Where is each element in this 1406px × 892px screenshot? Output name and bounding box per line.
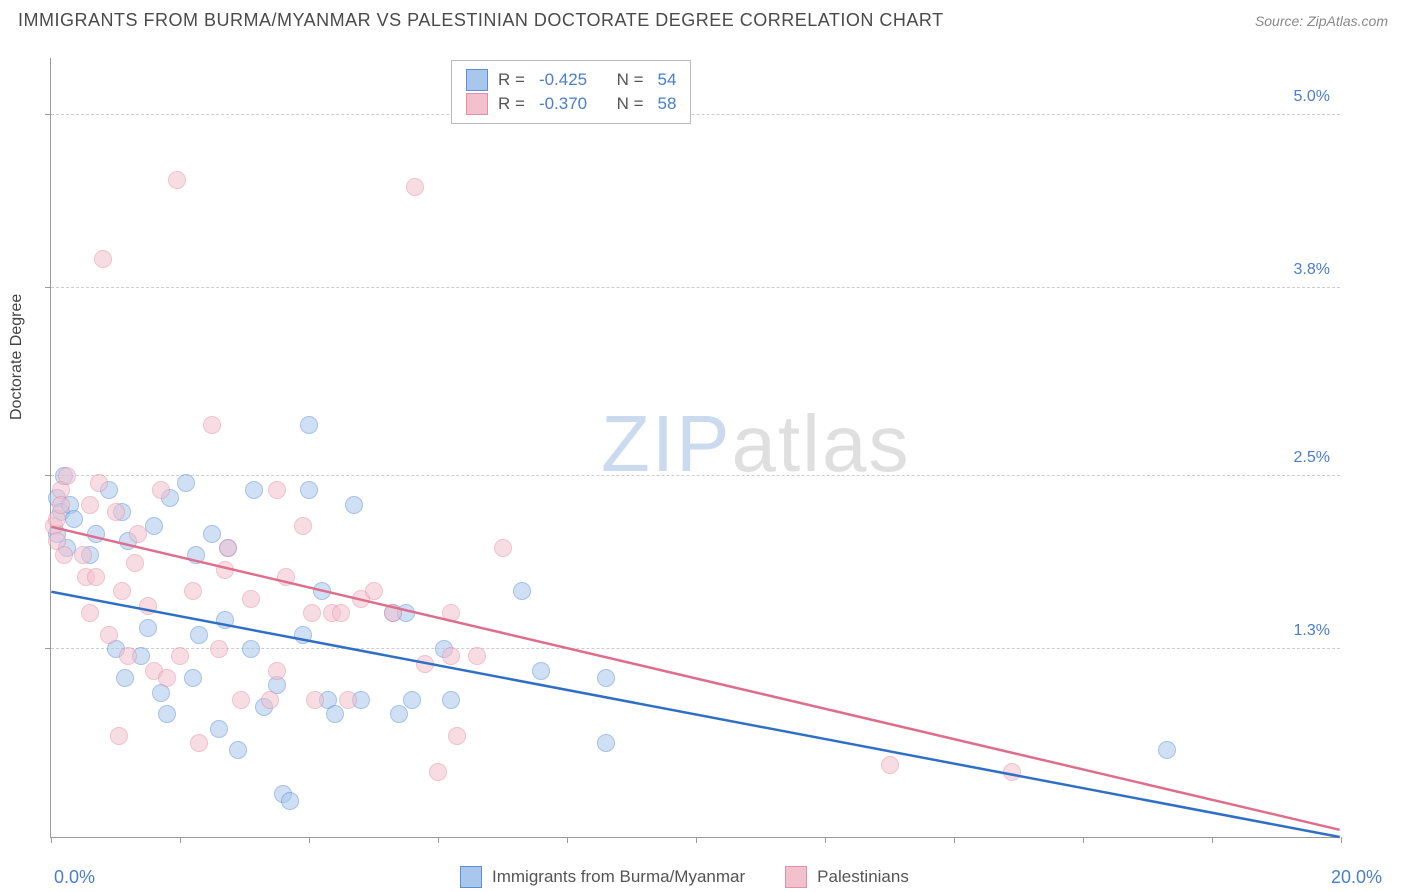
legend-item: Palestinians [785,866,909,888]
legend-item: Immigrants from Burma/Myanmar [460,866,745,888]
y-axis-title: Doctorate Degree [8,294,26,420]
correlation-legend: R = -0.425 N = 54 R = -0.370 N = 58 [451,60,691,124]
x-tick [1212,837,1213,843]
legend-n-label: N = [617,94,644,114]
legend-series-name: Palestinians [817,867,909,887]
trend-line [51,527,1339,830]
legend-series-name: Immigrants from Burma/Myanmar [492,867,745,887]
legend-r-value: -0.370 [539,94,587,114]
legend-r-value: -0.425 [539,70,587,90]
x-tick [438,837,439,843]
legend-swatch [785,866,807,888]
legend-swatch [460,866,482,888]
legend-r-label: R = [498,94,525,114]
trend-line [51,592,1339,837]
x-tick [180,837,181,843]
x-axis-min-label: 0.0% [54,867,95,888]
legend-row: R = -0.425 N = 54 [466,69,676,91]
series-legend: Immigrants from Burma/Myanmar Palestinian… [460,866,909,888]
x-tick [309,837,310,843]
trend-lines [51,58,1340,837]
x-axis-max-label: 20.0% [1331,867,1382,888]
x-tick [1341,837,1342,843]
scatter-plot-area: ZIPatlas R =-0.425 N =54R =-0.370 N =58 … [50,58,1340,838]
x-tick [954,837,955,843]
legend-swatch [466,69,488,91]
x-tick [1083,837,1084,843]
chart-title: IMMIGRANTS FROM BURMA/MYANMAR VS PALESTI… [18,10,944,31]
legend-n-label: N = [617,70,644,90]
x-tick [567,837,568,843]
x-tick [825,837,826,843]
legend-r-label: R = [498,70,525,90]
legend-row: R = -0.370 N = 58 [466,93,676,115]
legend-n-value: 58 [658,94,677,114]
x-tick [696,837,697,843]
x-tick [51,837,52,843]
source-attribution: Source: ZipAtlas.com [1255,13,1388,29]
legend-n-value: 54 [658,70,677,90]
legend-swatch [466,93,488,115]
